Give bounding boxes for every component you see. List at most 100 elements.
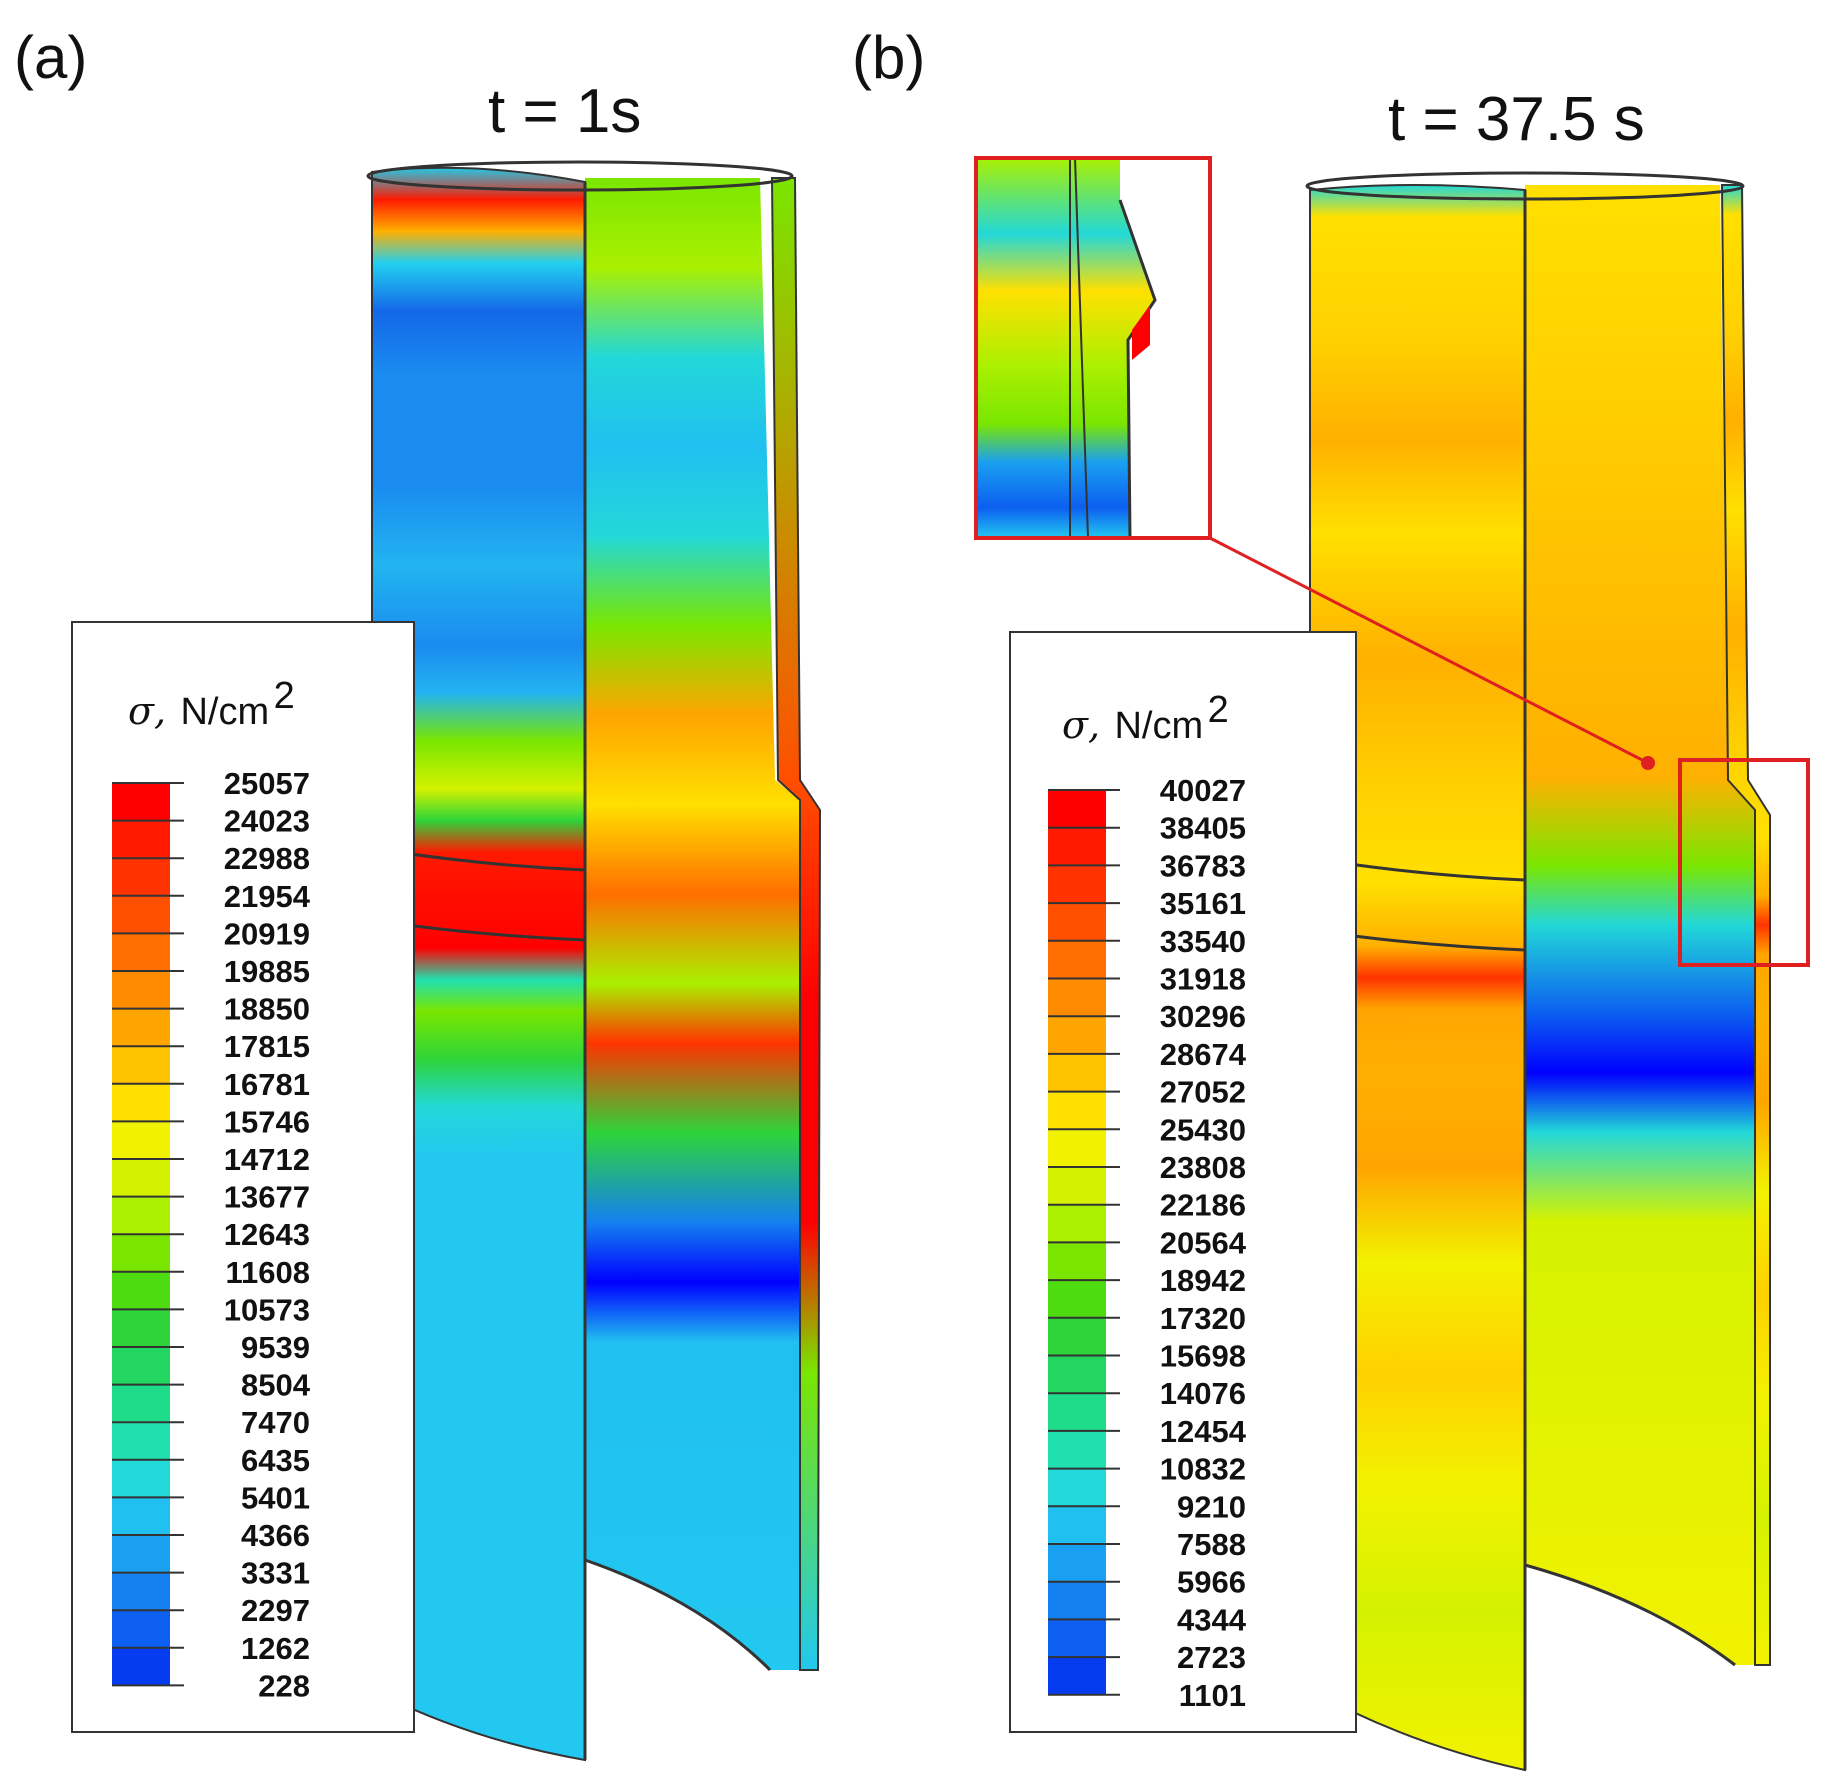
- zoom-region-frame: [1678, 758, 1810, 967]
- legend-b-tick-label: 22186: [1160, 1188, 1246, 1223]
- legend-a-colorbar: [112, 783, 170, 1686]
- legend-a-tick-label: 15746: [224, 1104, 310, 1139]
- legend-b-tick-label: 17320: [1160, 1301, 1246, 1336]
- legend-b-tick-label: 38405: [1160, 811, 1246, 846]
- legend-a-color-segment: [112, 1046, 170, 1085]
- legend-b-color-segment: [1048, 1506, 1106, 1545]
- legend-b: σ, N/cm 2 400273840536783351613354031918…: [1009, 631, 1357, 1733]
- pipe-a-inner-wall: [585, 178, 800, 1670]
- legend-a-tick-label: 9539: [241, 1330, 310, 1365]
- legend-a-symbol: σ,: [128, 689, 166, 733]
- legend-b-color-segment: [1048, 1581, 1106, 1620]
- legend-a-color-segment: [112, 971, 170, 1010]
- legend-b-color-segment: [1048, 790, 1106, 829]
- legend-b-tick-label: 35161: [1160, 886, 1246, 921]
- legend-a-tick-label: 4366: [241, 1518, 310, 1553]
- legend-b-tick-label: 27052: [1160, 1075, 1246, 1110]
- legend-a-color-segment: [112, 1459, 170, 1498]
- legend-b-color-segment: [1048, 1430, 1106, 1470]
- legend-a-color-segment: [112, 1309, 170, 1348]
- legend-b-title: σ, N/cm 2: [1062, 689, 1229, 747]
- legend-b-color-segment: [1048, 1129, 1106, 1168]
- legend-a-tick-label: 14712: [224, 1142, 310, 1177]
- legend-a-color-segment: [112, 783, 170, 822]
- legend-b-color-segment: [1048, 1393, 1106, 1432]
- legend-a-tick-label: 10573: [224, 1292, 310, 1327]
- legend-a-tick-label: 21954: [224, 879, 311, 914]
- legend-b-tick-label: 25430: [1160, 1112, 1246, 1147]
- pipe-model-b: [1289, 171, 1771, 1772]
- legend-b-tick-label: 40027: [1160, 773, 1246, 808]
- panel-b-letter: (b): [852, 24, 925, 91]
- legend-b-tick-label: 31918: [1160, 962, 1246, 997]
- pipe-a-bottom-arc: [584, 1558, 772, 1672]
- panel-b-time-label: t = 37.5 s: [1388, 85, 1645, 154]
- legend-b-tick-label: 10832: [1160, 1452, 1246, 1487]
- legend-b-color-segment: [1048, 978, 1106, 1017]
- pipe-model-a: [351, 160, 822, 1762]
- legend-a-tick-label: 18850: [224, 992, 310, 1027]
- panel-a-letter: (a): [14, 24, 87, 91]
- legend-a-color-segment: [112, 1121, 170, 1160]
- legend-b-tick-labels: 4002738405367833516133540319183029628674…: [1048, 773, 1247, 1713]
- legend-b-tick-label: 1101: [1179, 1678, 1246, 1713]
- legend-b-tick-label: 7588: [1177, 1527, 1246, 1562]
- legend-a-color-segment: [112, 1083, 170, 1122]
- legend-b-tick-label: 20564: [1160, 1225, 1247, 1260]
- legend-b-unit-exponent: 2: [1208, 689, 1229, 731]
- legend-b-color-segment: [1048, 1242, 1106, 1281]
- legend-b-color-segment: [1048, 1280, 1106, 1319]
- legend-a-color-segment: [112, 895, 170, 934]
- legend-b-color-segment: [1048, 1468, 1106, 1507]
- legend-b-color-segment: [1048, 827, 1106, 866]
- zoom-callout-dot: [1641, 756, 1655, 770]
- legend-b-tick-label: 33540: [1160, 924, 1246, 959]
- legend-a-color-segment: [112, 1610, 170, 1649]
- legend-a-tick-label: 8504: [241, 1368, 311, 1403]
- legend-b-color-segment: [1048, 940, 1106, 979]
- legend-b-color-segment: [1048, 1091, 1106, 1130]
- legend-b-tick-label: 9210: [1177, 1489, 1246, 1524]
- zoom-inset-frame: [974, 156, 1212, 540]
- legend-b-color-segment: [1048, 1355, 1106, 1394]
- legend-a-tick-label: 20919: [224, 916, 310, 951]
- zoom-callout-line: [1209, 536, 1649, 765]
- legend-a: σ, N/cm 2 250572402322988219542091919885…: [71, 621, 415, 1733]
- legend-b-color-segment: [1048, 903, 1106, 942]
- legend-b-color-segment: [1048, 1657, 1106, 1696]
- legend-b-tick-label: 2723: [1177, 1640, 1246, 1675]
- pipe-b-inner-wall: [1525, 185, 1755, 1665]
- legend-a-color-segment: [112, 1535, 170, 1574]
- legend-a-tick-label: 24023: [224, 804, 310, 839]
- panel-a-time-label: t = 1s: [488, 77, 641, 146]
- legend-b-color-segment: [1048, 1167, 1106, 1206]
- legend-a-unit: N/cm: [180, 691, 269, 733]
- legend-a-color-segment: [112, 1497, 170, 1536]
- legend-a-color-segment: [112, 1384, 170, 1423]
- legend-b-tick-label: 5966: [1177, 1565, 1246, 1600]
- legend-b-symbol: σ,: [1062, 703, 1100, 747]
- legend-b-color-segment: [1048, 1544, 1106, 1583]
- pipe-a-top-rim: [366, 160, 794, 192]
- legend-b-tick-label: 12454: [1160, 1414, 1247, 1449]
- pipe-b-wall-edge: [1720, 184, 1771, 1666]
- zoom-inset-hotspot: [1132, 305, 1150, 360]
- legend-a-tick-label: 22988: [224, 841, 310, 876]
- zoom-inset-wall-line: [1074, 157, 1089, 539]
- zoom-inset: [974, 156, 1212, 540]
- legend-b-tick-label: 36783: [1160, 848, 1246, 883]
- legend-a-tick-label: 12643: [224, 1217, 310, 1252]
- legend-a-tick-label: 17815: [224, 1029, 310, 1064]
- pipe-a-wall-edge: [770, 177, 822, 1671]
- legend-a-color-segment: [112, 1008, 170, 1047]
- legend-a-tick-labels: 2505724023229882195420919198851885017815…: [112, 766, 311, 1703]
- legend-b-tick-label: 18942: [1160, 1263, 1246, 1298]
- legend-a-tick-label: 13677: [224, 1180, 310, 1215]
- legend-a-tick-label: 5401: [241, 1480, 310, 1515]
- legend-a-tick-label: 25057: [224, 766, 310, 801]
- panel-a: (a) t = 1s σ, N/cm 2 2: [14, 24, 822, 1762]
- legend-a-color-segment: [112, 1647, 170, 1686]
- pipe-b-bottom-arc: [1524, 1563, 1736, 1667]
- legend-b-tick-label: 30296: [1160, 999, 1246, 1034]
- legend-b-unit: N/cm: [1114, 705, 1203, 747]
